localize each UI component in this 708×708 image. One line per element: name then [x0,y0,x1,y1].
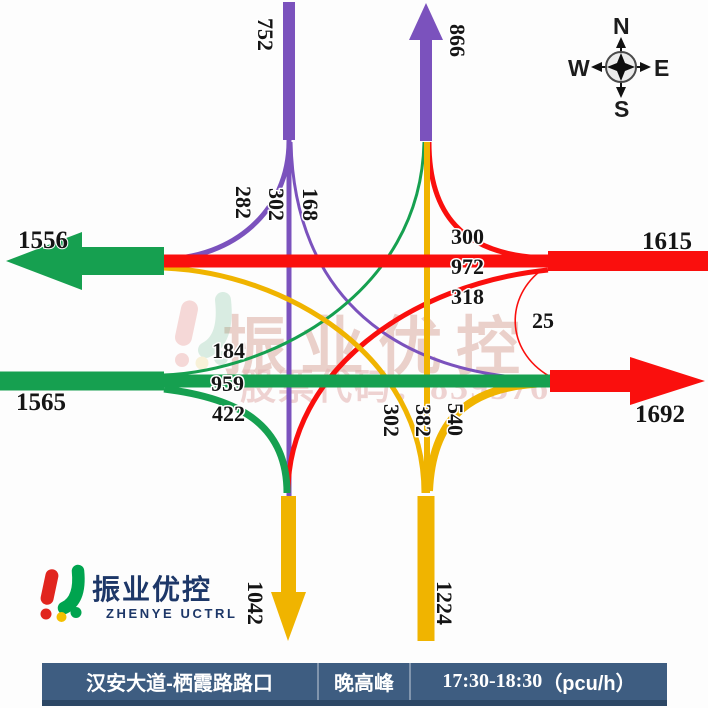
compass-label-e: E [654,55,669,81]
east-exit-arrow [550,357,705,405]
label-south-left: 302 [379,404,404,437]
label-north-in-total: 752 [253,18,278,51]
unit-label: （pcu/h） [542,673,636,695]
time-range-label: 17:30-18:30 [442,670,543,692]
logo-u-green-stroke [57,564,85,615]
west-exit-arrow [6,232,164,290]
logo-dot-red [40,608,52,620]
compass-east-pointer [640,62,651,72]
compass-label-n: N [613,13,630,39]
south-exit-arrow [271,496,306,641]
label-west-in-total: 1565 [16,389,66,416]
label-south-out-total: 1042 [243,581,268,625]
compass-label-w: W [568,55,590,81]
compass-label-s: S [614,96,629,122]
time-and-unit-cell: 17:30-18:30 （pcu/h） [411,663,667,700]
intersection-name: 汉安大道-栖霞路路口 [42,663,319,700]
label-north-left: 168 [298,188,323,221]
company-logo: 振业优控 ZHENYE UCTRL [40,564,238,622]
label-north-right: 282 [231,186,256,219]
label-north-out-total: 866 [445,24,470,57]
label-south-right: 540 [443,403,468,436]
label-west-left: 184 [212,338,245,363]
label-west-through: 959 [211,371,244,396]
flow-west-right-turn-curve [163,385,291,494]
flow-north-left-turn-curve [289,141,551,381]
compass: N S W E [568,13,669,122]
label-north-through: 302 [264,188,289,221]
flow-south-right-turn-curve [425,379,550,492]
watermark-logo-mark [174,292,232,370]
flow-east-uturn-curve [514,268,550,377]
label-east-uturn: 25 [532,308,554,333]
logo-dot-green [70,607,82,618]
label-east-out-total: 1692 [635,401,685,428]
flow-south-left-turn-curve [163,265,427,494]
label-east-through: 972 [451,254,484,279]
label-south-in-total: 1224 [432,581,457,625]
label-east-right: 300 [451,224,484,249]
label-east-in-total: 1615 [642,228,692,255]
compass-west-pointer [591,62,602,72]
north-exit-arrow [409,3,443,141]
logo-company-name: 振业优控 [92,574,212,605]
flow-east-left-turn-curve [285,267,549,494]
logo-u-red-stroke [40,569,59,605]
label-west-right: 422 [212,401,245,426]
compass-north-pointer [616,37,626,48]
label-east-left: 318 [451,284,484,309]
compass-star [607,53,635,81]
peak-period-label: 晚高峰 [319,663,411,700]
label-south-through: 382 [411,404,436,437]
compass-south-pointer [616,87,626,98]
logo-company-subtitle: ZHENYE UCTRL [106,606,238,621]
logo-dot-yellow [56,612,67,622]
flow-east-right-turn-curve [426,141,549,261]
title-bar: 汉安大道-栖霞路路口 晚高峰 17:30-18:30 （pcu/h） [42,663,667,706]
flow-west-left-turn-curve [163,141,426,377]
label-west-out-total: 1556 [18,227,68,254]
